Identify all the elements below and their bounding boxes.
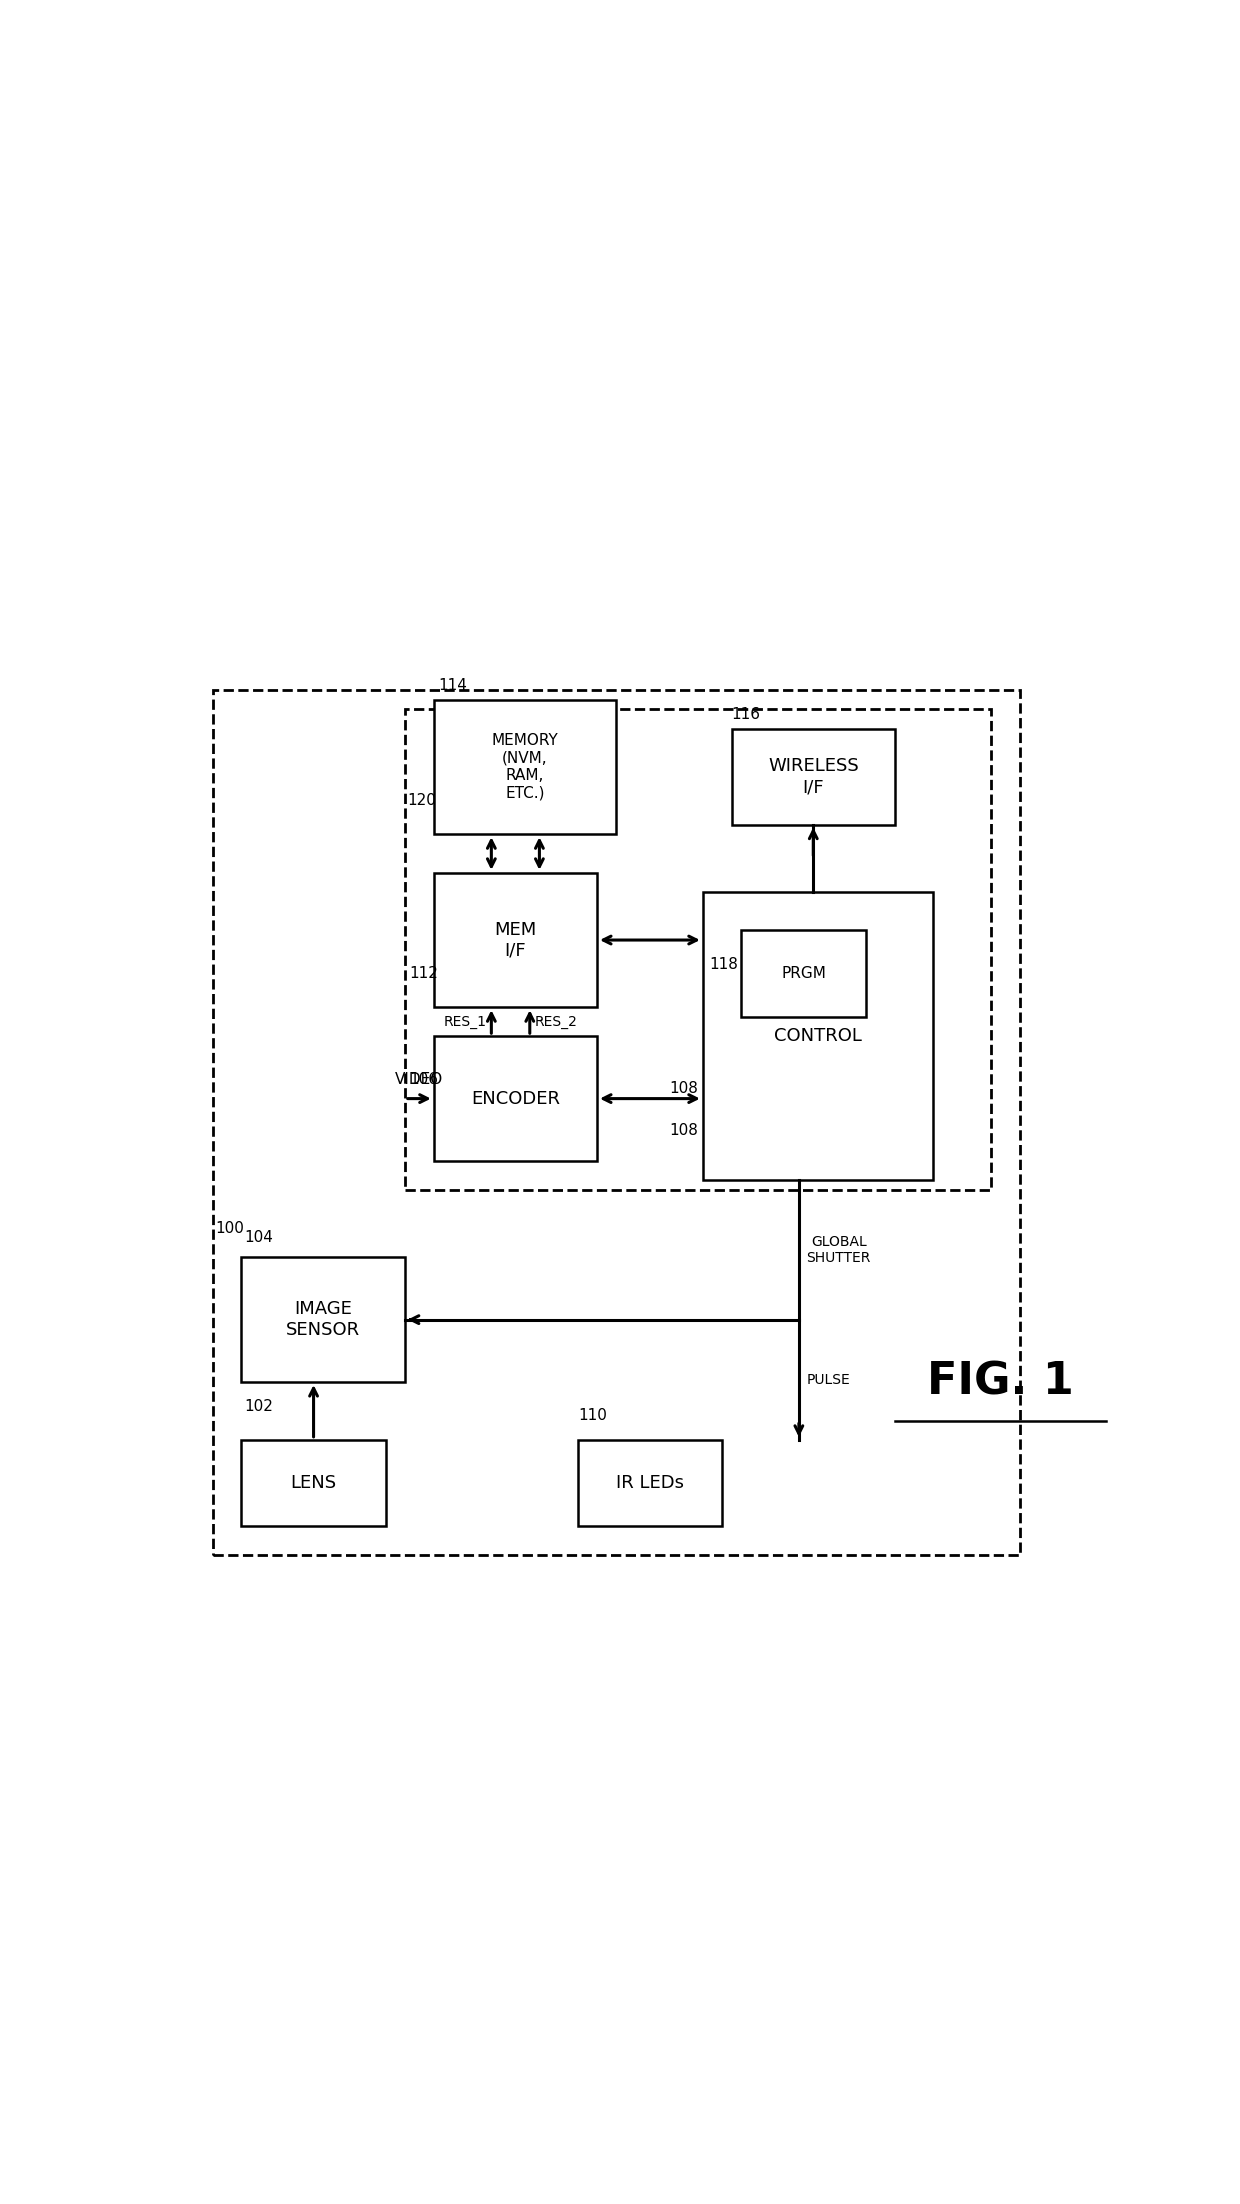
Bar — [434, 1036, 596, 1162]
Text: VIDEO: VIDEO — [396, 1071, 444, 1087]
Text: IMAGE
SENSOR: IMAGE SENSOR — [286, 1300, 361, 1340]
Bar — [404, 710, 991, 1190]
Text: 118: 118 — [709, 957, 738, 972]
Text: PULSE: PULSE — [806, 1373, 851, 1386]
Text: MEM
I/F: MEM I/F — [495, 921, 537, 959]
Text: 110: 110 — [578, 1408, 606, 1424]
Bar — [213, 690, 1019, 1556]
Text: IR LEDs: IR LEDs — [616, 1474, 684, 1492]
Text: 102: 102 — [244, 1400, 273, 1413]
Text: 104: 104 — [244, 1230, 273, 1245]
Bar — [732, 730, 895, 824]
Text: MEMORY
(NVM,
RAM,
ETC.): MEMORY (NVM, RAM, ETC.) — [491, 734, 558, 800]
Bar — [242, 1439, 386, 1525]
Bar — [434, 873, 596, 1007]
Text: 116: 116 — [732, 707, 760, 721]
Bar — [242, 1256, 404, 1382]
Text: WIRELESS
I/F: WIRELESS I/F — [768, 758, 858, 796]
Text: 100: 100 — [216, 1221, 244, 1236]
Text: CONTROL: CONTROL — [774, 1027, 862, 1045]
Text: LENS: LENS — [290, 1474, 336, 1492]
Bar — [578, 1439, 722, 1525]
Text: GLOBAL
SHUTTER: GLOBAL SHUTTER — [806, 1234, 870, 1265]
Bar — [742, 930, 867, 1016]
Text: 114: 114 — [439, 679, 467, 692]
Text: PRGM: PRGM — [781, 965, 826, 981]
Text: RES_2: RES_2 — [534, 1014, 578, 1029]
Text: 108: 108 — [670, 1122, 698, 1137]
Text: FIG. 1: FIG. 1 — [928, 1360, 1074, 1404]
Text: RES_1: RES_1 — [444, 1014, 486, 1029]
Text: 108: 108 — [670, 1082, 698, 1098]
Text: 112: 112 — [409, 965, 439, 981]
Text: ENCODER: ENCODER — [471, 1089, 560, 1109]
Text: 120: 120 — [408, 793, 436, 809]
Text: 106: 106 — [409, 1071, 439, 1087]
Bar — [434, 701, 616, 835]
Bar — [703, 893, 934, 1181]
